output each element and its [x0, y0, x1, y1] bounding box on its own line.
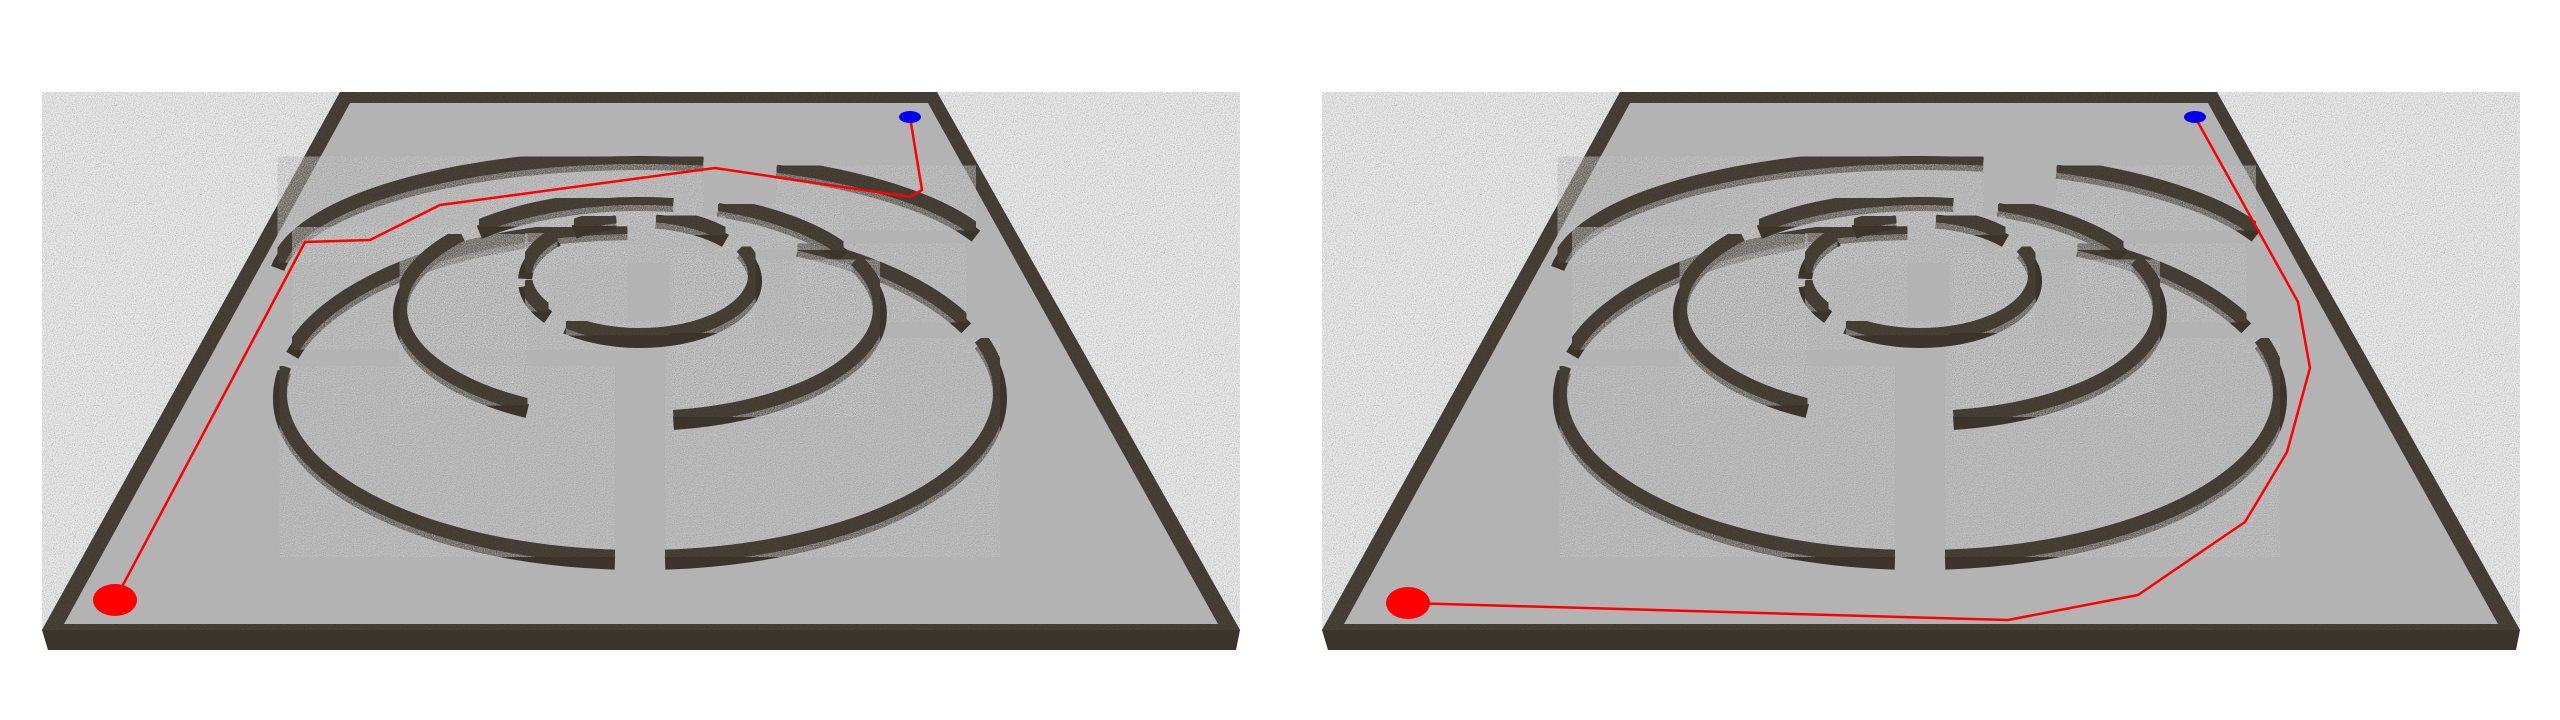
outermost-ring-segment: [2055, 158, 2261, 236]
inner-ring-segment: [655, 208, 730, 242]
start-marker: [1386, 587, 1430, 619]
outermost-ring-segment: [1551, 149, 1984, 266]
inner-ring-segment: [1798, 278, 1833, 317]
maze-floor: [64, 103, 1218, 624]
inner-ring-segment: [518, 278, 553, 317]
outer-ring-segment: [1944, 334, 2287, 564]
outer-ring-segment: [273, 363, 616, 564]
outer-ring-segment: [664, 334, 1007, 564]
inner-ring-segment: [1851, 209, 1897, 233]
goal-marker: [2184, 111, 2206, 123]
outer-ring-segment: [1553, 363, 1896, 564]
left-maze-panel: [42, 92, 1240, 650]
maze-floor: [1344, 103, 2498, 624]
inner-ring-segment: [668, 241, 762, 340]
inner-ring-segment: [1948, 241, 2042, 340]
outermost-ring-segment: [271, 149, 704, 266]
middle-ring-segment: [1952, 254, 2167, 424]
planned-path: [1407, 116, 2312, 622]
inner-ring-segment: [1798, 227, 1841, 274]
middle-ring-segment: [1756, 191, 1954, 233]
inner-ring-segment: [518, 227, 561, 274]
planned-path: [113, 116, 924, 601]
inner-ring-segment: [571, 209, 617, 233]
middle-ring-segment: [717, 197, 848, 256]
inner-ring-segment: [1935, 208, 2010, 242]
right-maze-panel: [1322, 92, 2520, 650]
middle-ring-segment: [672, 254, 887, 424]
middle-ring-segment: [476, 191, 674, 233]
inner-ring-segment: [1843, 314, 1961, 342]
inner-ring-segment: [563, 314, 681, 342]
goal-marker: [899, 111, 921, 123]
middle-ring-segment: [1997, 197, 2128, 256]
outermost-ring-segment: [775, 158, 981, 236]
start-marker: [93, 584, 137, 616]
middle-ring-segment: [1673, 228, 1809, 412]
middle-ring-segment: [393, 228, 529, 412]
